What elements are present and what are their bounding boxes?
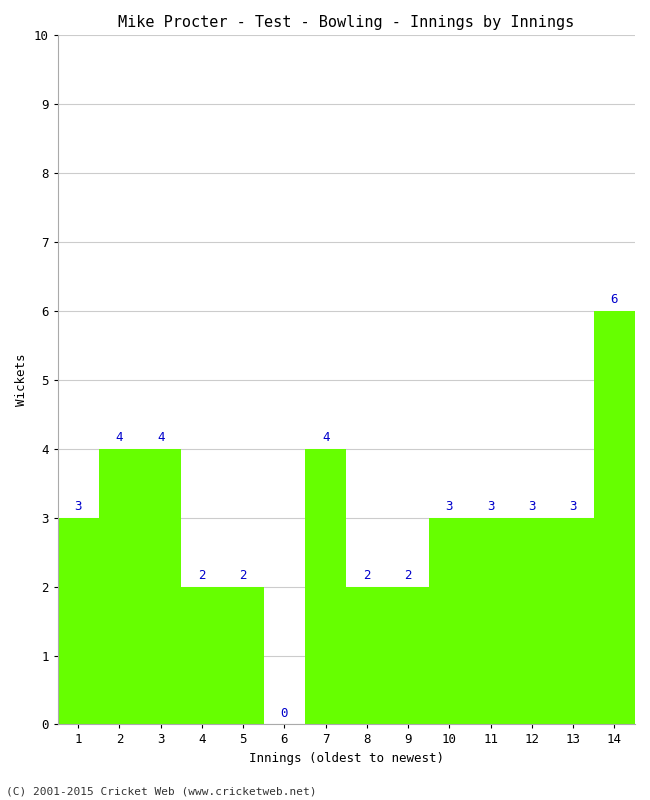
Bar	[593, 311, 635, 725]
Y-axis label: Wickets: Wickets	[15, 354, 28, 406]
Text: 4: 4	[116, 431, 124, 444]
Text: 0: 0	[281, 706, 288, 719]
Text: 3: 3	[487, 500, 495, 513]
Text: 2: 2	[239, 569, 247, 582]
Bar	[58, 518, 99, 725]
Bar	[387, 586, 429, 725]
Bar	[429, 518, 470, 725]
Text: 4: 4	[157, 431, 164, 444]
Text: 6: 6	[610, 293, 618, 306]
X-axis label: Innings (oldest to newest): Innings (oldest to newest)	[249, 752, 444, 765]
Bar	[552, 518, 593, 725]
Bar	[512, 518, 552, 725]
Bar	[222, 586, 264, 725]
Bar	[305, 449, 346, 725]
Text: 2: 2	[198, 569, 205, 582]
Text: 3: 3	[528, 500, 536, 513]
Text: 4: 4	[322, 431, 330, 444]
Text: (C) 2001-2015 Cricket Web (www.cricketweb.net): (C) 2001-2015 Cricket Web (www.cricketwe…	[6, 786, 317, 796]
Text: 3: 3	[446, 500, 453, 513]
Title: Mike Procter - Test - Bowling - Innings by Innings: Mike Procter - Test - Bowling - Innings …	[118, 15, 575, 30]
Bar	[470, 518, 512, 725]
Text: 2: 2	[363, 569, 370, 582]
Text: 3: 3	[569, 500, 577, 513]
Bar	[181, 586, 222, 725]
Bar	[140, 449, 181, 725]
Text: 2: 2	[404, 569, 412, 582]
Text: 3: 3	[75, 500, 82, 513]
Bar	[99, 449, 140, 725]
Bar	[346, 586, 387, 725]
